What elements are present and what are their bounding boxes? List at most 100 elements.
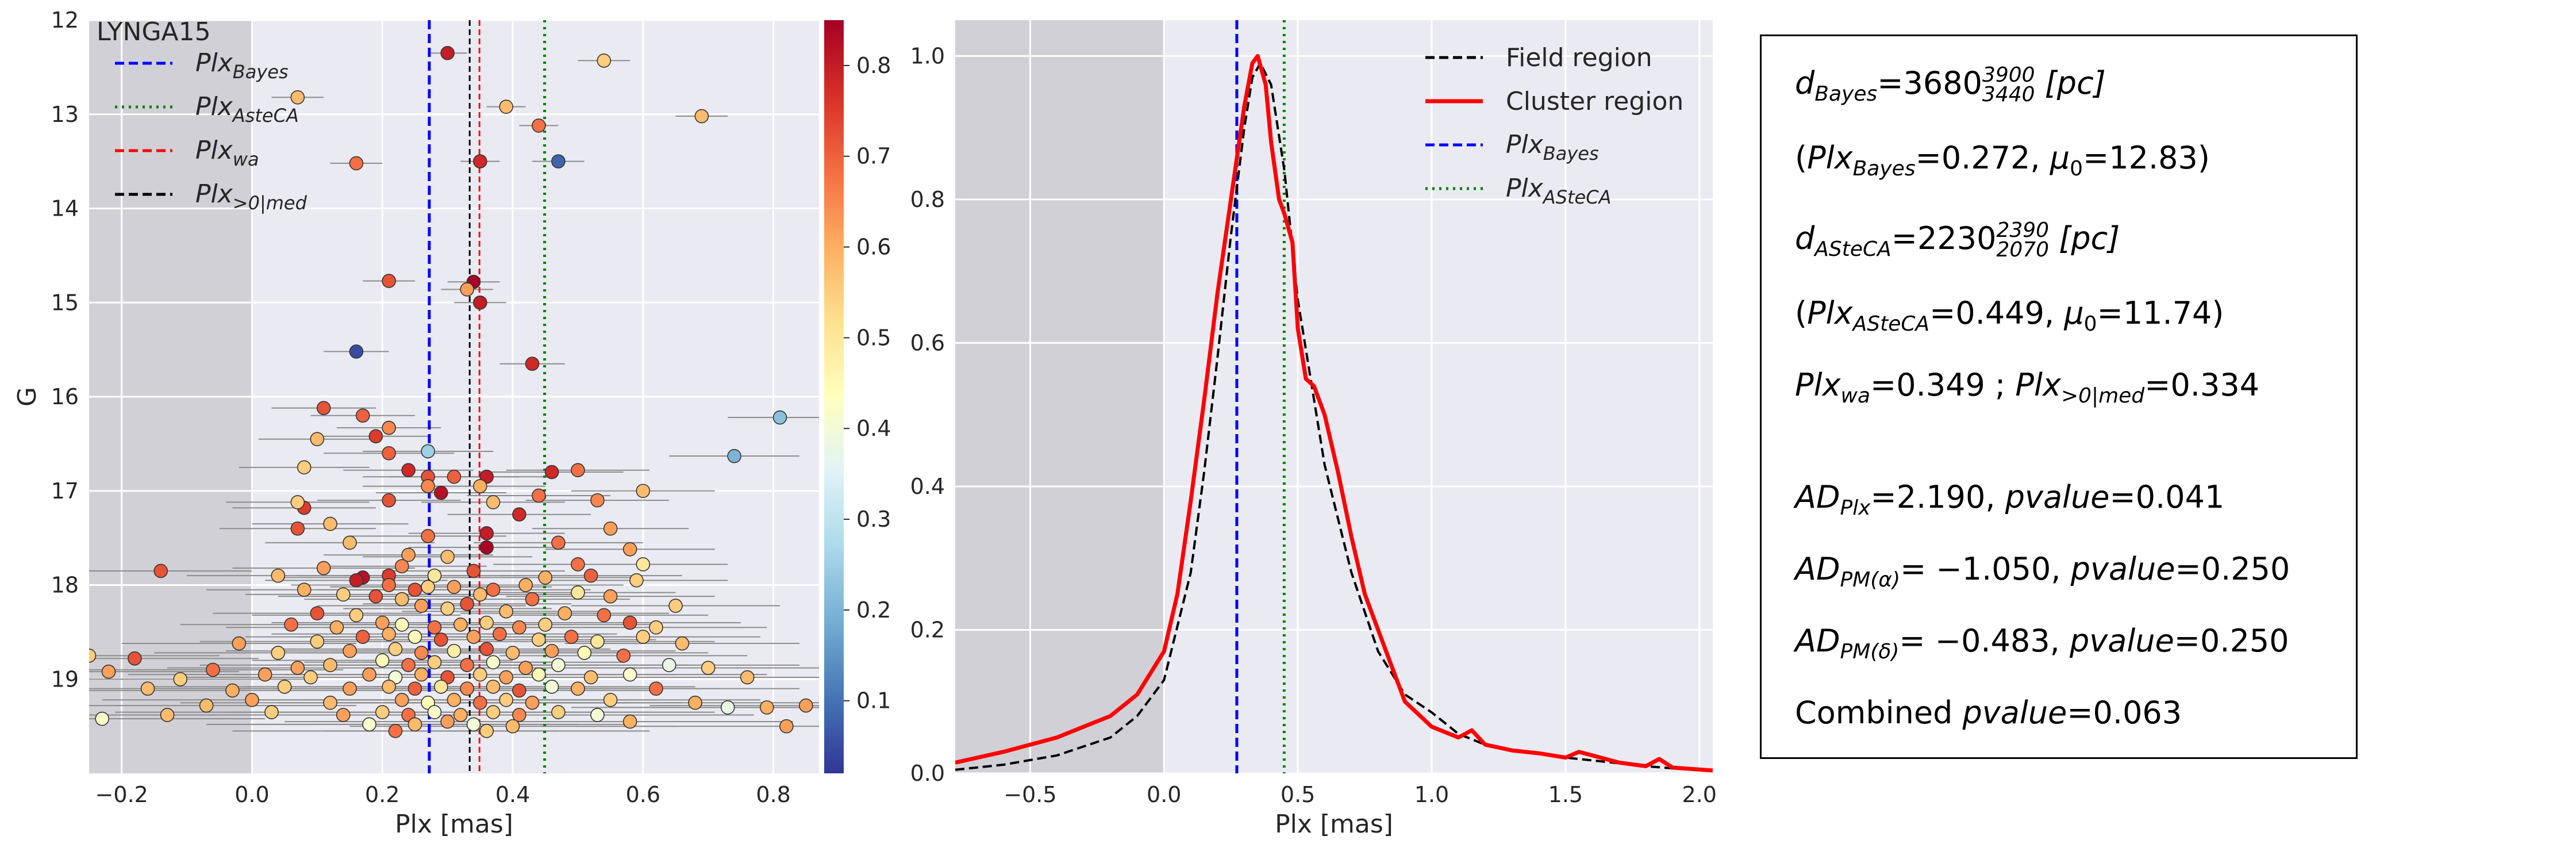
data-point — [434, 485, 448, 500]
data-point — [421, 580, 435, 595]
data-point — [532, 667, 546, 682]
data-point — [407, 681, 422, 696]
data-point — [89, 649, 97, 663]
data-point — [473, 154, 487, 168]
data-point — [421, 444, 435, 459]
y-tick-label: 19 — [51, 666, 79, 692]
stat-d-asteca: dASteCA=2230 2390 2070 [pc] — [1795, 218, 2120, 262]
kde-y-tick-label: 0.4 — [910, 474, 945, 499]
data-point — [349, 156, 364, 171]
data-point — [590, 493, 605, 508]
data-point — [577, 646, 592, 660]
data-point — [336, 708, 351, 722]
y-tick-label: 12 — [51, 7, 79, 33]
data-point — [264, 705, 279, 719]
data-point — [394, 592, 409, 607]
data-point — [740, 670, 755, 685]
data-point — [329, 620, 344, 635]
data-point — [414, 646, 429, 660]
data-point — [460, 681, 474, 696]
data-point — [323, 658, 337, 672]
data-point — [368, 429, 383, 444]
data-point — [629, 573, 644, 588]
stat-plx-bayes: (PlxBayes=0.272, μ0=12.83) — [1795, 140, 2210, 181]
data-point — [388, 642, 403, 657]
kde-negative-plx-shaded-region — [955, 20, 1164, 773]
data-point — [382, 493, 396, 508]
data-point — [310, 606, 325, 620]
data-point — [466, 717, 481, 732]
data-point — [375, 615, 390, 630]
data-point — [720, 700, 735, 715]
scatter-y-axis-label: G — [13, 387, 42, 407]
colorbar-tick-labels: 0.1 0.2 0.3 0.4 0.5 0.6 0.7 0.8 — [844, 53, 891, 714]
x-tick-label: 0.4 — [495, 782, 530, 807]
y-tick-label: 17 — [51, 478, 79, 504]
kde-x-tick-label: 0.5 — [1281, 782, 1315, 807]
scatter-plx-vlines — [428, 20, 547, 773]
data-point — [571, 585, 585, 600]
data-point — [290, 661, 305, 675]
data-point — [486, 680, 501, 694]
data-point — [662, 658, 676, 672]
data-point — [532, 632, 546, 647]
data-point — [440, 601, 455, 616]
scatter-title: LYNGA15 — [97, 17, 211, 47]
colorbar-tick-label: 0.7 — [856, 144, 891, 169]
data-point — [544, 465, 559, 480]
data-point — [512, 683, 526, 698]
data-point — [343, 681, 357, 696]
data-point — [622, 714, 637, 729]
data-point — [518, 578, 533, 592]
data-point — [382, 578, 396, 592]
data-point — [558, 606, 572, 620]
data-point — [499, 99, 514, 114]
data-point — [473, 479, 487, 493]
data-point — [479, 615, 494, 630]
data-point — [401, 658, 416, 672]
data-point — [323, 695, 337, 710]
data-point — [622, 667, 637, 682]
data-point — [355, 408, 370, 423]
data-point — [622, 542, 637, 557]
data-point — [232, 636, 247, 651]
data-point — [297, 460, 312, 475]
data-point — [440, 550, 455, 564]
data-point — [382, 274, 396, 288]
data-point — [486, 705, 501, 719]
data-point — [434, 680, 448, 694]
data-point — [544, 643, 559, 658]
data-point — [551, 535, 566, 550]
data-point — [544, 680, 559, 694]
colorbar-gradient — [824, 20, 844, 773]
data-point — [636, 557, 651, 572]
data-point — [551, 658, 566, 672]
data-point — [512, 507, 526, 522]
scatter-x-axis-label: Plx [mas] — [395, 810, 513, 839]
data-point — [525, 592, 540, 607]
colorbar-tick-label: 0.2 — [856, 597, 891, 623]
kde-legend-label: Field region — [1506, 43, 1652, 72]
data-point — [414, 667, 429, 682]
kde-legend-label: PlxASteCA — [1506, 174, 1611, 208]
data-point — [460, 658, 474, 672]
x-tick-label: 0.0 — [234, 782, 269, 807]
data-point — [499, 670, 514, 685]
colorbar: 0.1 0.2 0.3 0.4 0.5 0.6 0.7 0.8 — [824, 20, 891, 773]
data-point — [564, 630, 579, 644]
data-point — [394, 559, 409, 574]
data-point — [603, 692, 618, 707]
data-point — [310, 432, 325, 446]
kde-x-tick-label: −0.5 — [1004, 782, 1056, 807]
cluster-region-line — [955, 53, 1713, 773]
data-point — [473, 667, 487, 682]
data-point — [597, 53, 612, 68]
data-point — [486, 495, 501, 509]
data-point — [453, 708, 468, 722]
data-point — [368, 589, 383, 604]
data-point — [538, 570, 553, 585]
data-point — [316, 401, 331, 415]
data-point — [277, 680, 292, 694]
data-point — [512, 708, 526, 722]
